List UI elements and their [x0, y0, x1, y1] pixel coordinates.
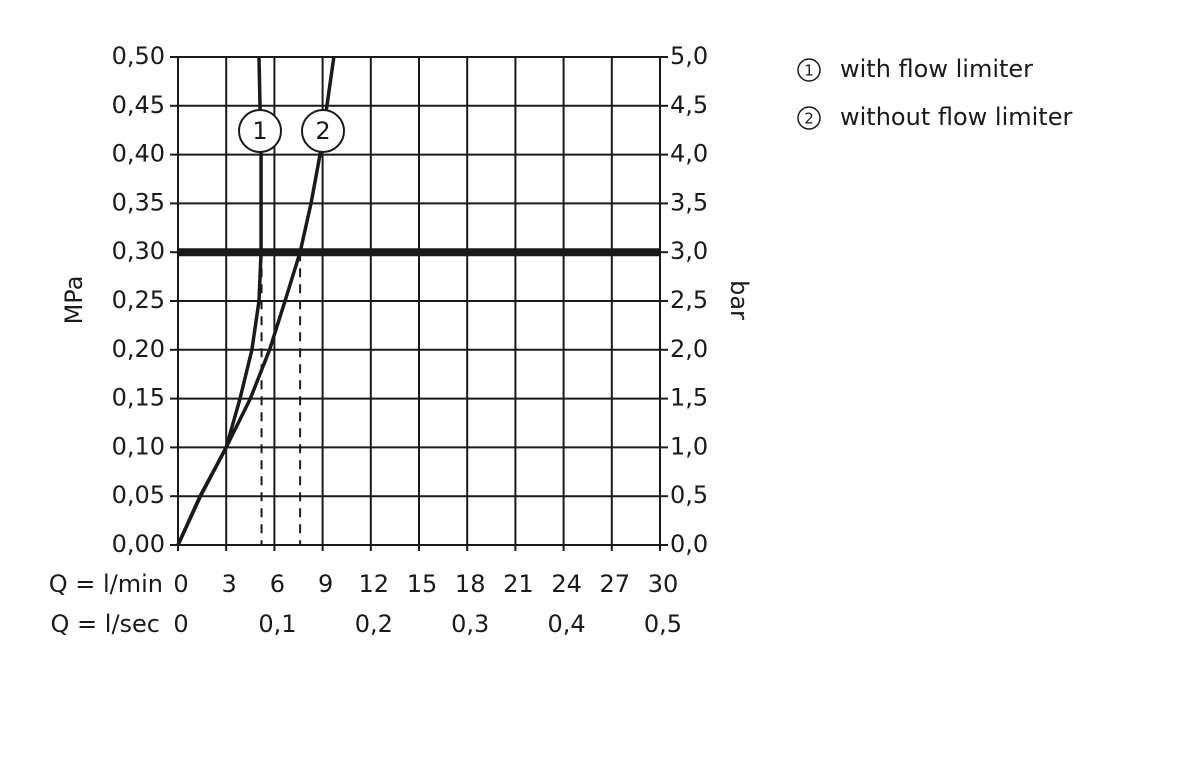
y-tick-label: 0,30: [112, 237, 165, 265]
y-tick-label: 0,10: [112, 432, 165, 460]
y-tick-label: 0,00: [112, 530, 165, 558]
x-tick-label: 12: [359, 570, 390, 598]
x-tick-label: 30: [648, 570, 679, 598]
x2-tick-label: 0,2: [355, 610, 393, 638]
legend-number: 2: [804, 110, 814, 128]
curve-label: 2: [315, 117, 330, 145]
x2-tick-label: 0,4: [548, 610, 586, 638]
y2-axis-label: bar: [725, 280, 753, 320]
y2-tick-label: 4,0: [670, 140, 708, 168]
legend-circle: [797, 106, 821, 130]
y2-tick-label: 4,5: [670, 91, 708, 119]
curve-label: 1: [252, 117, 267, 145]
y2-tick-label: 3,0: [670, 237, 708, 265]
y2-tick-label: 0,5: [670, 481, 708, 509]
y2-tick-label: 2,5: [670, 286, 708, 314]
legend-label: without flow limiter: [840, 103, 1072, 131]
x-tick-label: 18: [455, 570, 486, 598]
x2-tick-label: 0,1: [258, 610, 296, 638]
curve-label-circle: [238, 109, 282, 153]
x-tick-label: 27: [600, 570, 631, 598]
y-tick-label: 0,50: [112, 42, 165, 70]
y-tick-label: 0,40: [112, 140, 165, 168]
y-axis-label: MPa: [60, 276, 88, 325]
x-tick-label: 15: [407, 570, 438, 598]
y2-tick-label: 2,0: [670, 335, 708, 363]
x-tick-label: 3: [222, 570, 237, 598]
x2-axis-label: Q = l/sec: [51, 610, 160, 638]
y2-tick-label: 3,5: [670, 188, 708, 216]
y-tick-label: 0,45: [112, 91, 165, 119]
legend-circle: [797, 58, 821, 82]
x-tick-label: 24: [551, 570, 582, 598]
x2-tick-label: 0,3: [451, 610, 489, 638]
y-tick-label: 0,35: [112, 188, 165, 216]
y2-tick-label: 0,0: [670, 530, 708, 558]
y2-tick-label: 1,5: [670, 384, 708, 412]
x-axis-label: Q = l/min: [49, 570, 163, 598]
legend-label: with flow limiter: [840, 55, 1033, 83]
y-tick-label: 0,05: [112, 481, 165, 509]
x-tick-label: 6: [270, 570, 285, 598]
x2-tick-label: 0: [173, 610, 188, 638]
y-tick-label: 0,20: [112, 335, 165, 363]
legend-number: 1: [804, 62, 814, 80]
y-tick-label: 0,15: [112, 384, 165, 412]
x-tick-label: 21: [503, 570, 534, 598]
curve-label-circle: [301, 109, 345, 153]
x-tick-label: 0: [173, 570, 188, 598]
x-tick-label: 9: [318, 570, 333, 598]
y2-tick-label: 5,0: [670, 42, 708, 70]
y2-tick-label: 1,0: [670, 432, 708, 460]
x2-tick-label: 0,5: [644, 610, 682, 638]
y-tick-label: 0,25: [112, 286, 165, 314]
